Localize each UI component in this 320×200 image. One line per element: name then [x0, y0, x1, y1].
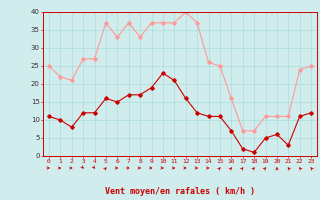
Text: Vent moyen/en rafales ( km/h ): Vent moyen/en rafales ( km/h ) [105, 187, 255, 196]
